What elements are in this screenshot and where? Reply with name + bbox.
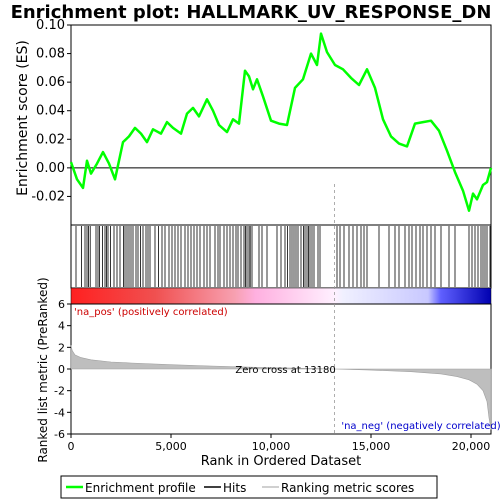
zero-cross-label: Zero cross at 13180 bbox=[235, 365, 335, 376]
es-y-tick-label: 0.10 bbox=[36, 18, 65, 33]
x-tick-label: 15,000 bbox=[352, 440, 391, 453]
negative-correlation-label: 'na_neg' (negatively correlated) bbox=[341, 421, 500, 432]
es-y-tick-label: -0.02 bbox=[31, 189, 65, 204]
legend-label-enrichment: Enrichment profile bbox=[85, 481, 196, 495]
metric-y-axis-label: Ranked list metric (PreRanked) bbox=[36, 277, 50, 462]
legend-frame bbox=[60, 475, 438, 499]
es-y-tick-label: 0.06 bbox=[36, 75, 65, 90]
positive-correlation-label: 'na_pos' (positively correlated) bbox=[74, 307, 228, 318]
es-y-tick-label: 0.04 bbox=[36, 104, 65, 119]
es-panel: 0.10 0.08 0.06 0.04 0.02 0.00 -0.02 bbox=[31, 18, 493, 226]
metric-y-tick-label: 0 bbox=[58, 363, 65, 376]
ranking-metric-area bbox=[70, 345, 492, 430]
x-tick-label: 20,000 bbox=[452, 440, 491, 453]
metric-y-tick-label: -4 bbox=[54, 406, 65, 419]
legend-label-metric: Ranking metric scores bbox=[281, 481, 414, 495]
es-y-tick-label: 0.02 bbox=[36, 132, 65, 147]
metric-y-tick-label: 2 bbox=[58, 341, 65, 354]
metric-y-tick-label: 6 bbox=[58, 298, 65, 311]
chart-title: Enrichment plot: HALLMARK_UV_RESPONSE_DN bbox=[11, 2, 492, 23]
x-tick-label: 10,000 bbox=[252, 440, 291, 453]
metric-panel: Zero cross at 13180 'na_pos' (positively … bbox=[54, 184, 500, 453]
metric-y-tick-label: -2 bbox=[54, 385, 65, 398]
metric-y-tick-label: -6 bbox=[54, 428, 65, 441]
x-axis-label: Rank in Ordered Dataset bbox=[201, 454, 362, 469]
metric-y-tick-label: 4 bbox=[58, 320, 65, 333]
es-y-axis-label: Enrichment score (ES) bbox=[15, 40, 31, 196]
correlation-color-band bbox=[70, 287, 492, 305]
es-y-tick-label: 0.08 bbox=[36, 47, 65, 62]
x-tick-label: 0 bbox=[68, 440, 75, 453]
x-tick-label: 5,000 bbox=[155, 440, 187, 453]
legend-label-hits: Hits bbox=[223, 481, 246, 495]
chart-legend: Enrichment profile Hits Ranking metric sco… bbox=[60, 475, 438, 499]
es-y-tick-label: 0.00 bbox=[36, 161, 65, 176]
hits-panel bbox=[70, 224, 492, 305]
es-profile-line bbox=[69, 32, 493, 212]
